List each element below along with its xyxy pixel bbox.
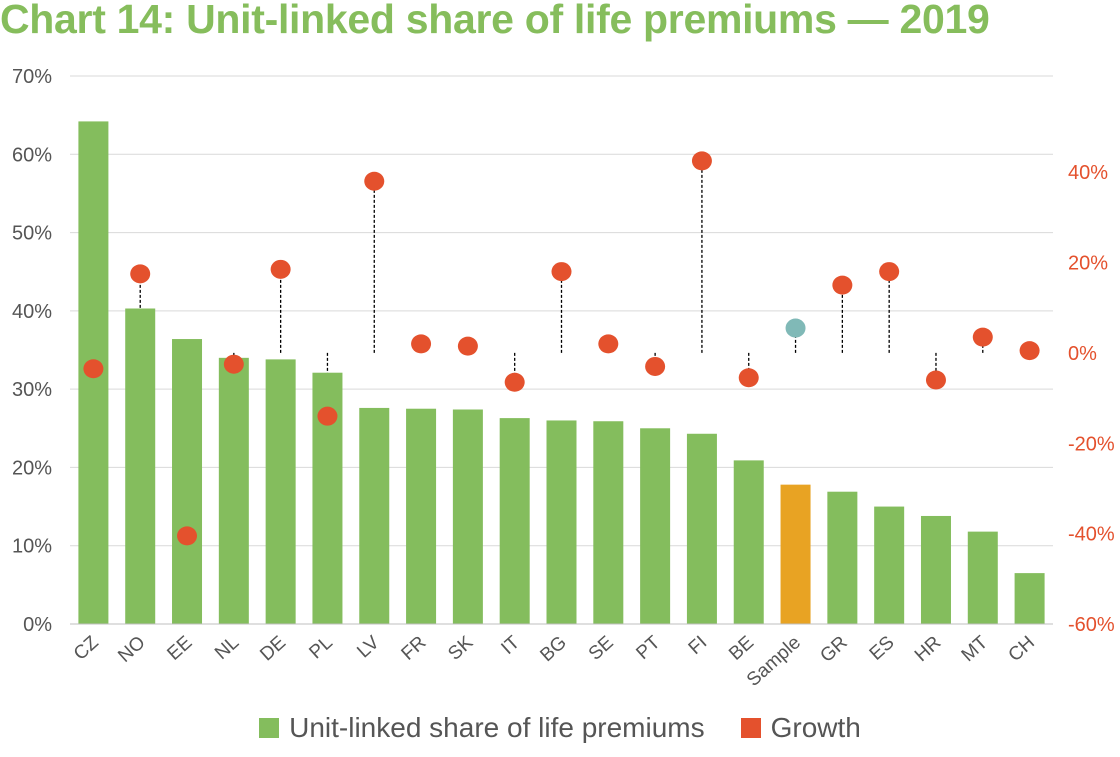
left-tick-label: 70%	[12, 66, 52, 88]
bar-fi	[686, 433, 717, 624]
growth-dot-ch	[1019, 341, 1040, 361]
bar-se	[593, 421, 624, 624]
x-tick-label: FR	[398, 632, 431, 665]
bar-mt	[967, 531, 998, 624]
bar-sample	[780, 484, 811, 624]
growth-dots	[83, 151, 1040, 546]
bar-bg	[546, 420, 577, 624]
x-tick-label: SE	[585, 632, 618, 665]
x-tick-label: BE	[725, 632, 758, 665]
growth-dot-sample	[785, 318, 806, 338]
growth-dot-fr	[411, 334, 432, 354]
legend-label-growth: Growth	[770, 712, 861, 743]
right-tick-label: -60%	[1068, 614, 1115, 636]
x-tick-label: IT	[497, 632, 524, 659]
growth-dot-mt	[972, 327, 993, 347]
chart-canvas: 0% 10% 20% 30% 40% 50% 60% 70% -60% -40% -20% 0% 20…	[12, 66, 1115, 691]
right-tick-label: 20%	[1068, 253, 1108, 275]
x-tick-label: CZ	[70, 632, 103, 665]
growth-dot-ee	[177, 526, 198, 546]
growth-dot-pl	[317, 406, 338, 426]
growth-dot-sk	[457, 336, 478, 356]
x-tick-label: EE	[163, 632, 196, 665]
x-tick-label: LV	[353, 632, 384, 662]
left-tick-label: 10%	[12, 536, 52, 558]
bar-es	[874, 506, 905, 624]
growth-dot-hr	[925, 370, 946, 390]
left-axis: 0% 10% 20% 30% 40% 50% 60% 70%	[12, 66, 52, 636]
left-tick-label: 50%	[12, 223, 52, 245]
legend-swatch-growth	[740, 718, 761, 738]
bar-de	[265, 359, 296, 624]
bar-gr	[827, 491, 858, 624]
growth-dot-be	[738, 368, 759, 388]
right-tick-label: 0%	[1068, 343, 1097, 365]
legend-swatch-bar	[259, 718, 280, 738]
bar-sk	[452, 409, 483, 624]
x-tick-label: NO	[114, 632, 149, 667]
bar-nl	[218, 357, 249, 624]
bar-ee	[172, 339, 203, 624]
growth-dot-lv	[364, 171, 385, 191]
bar-it	[499, 418, 530, 624]
x-tick-label: FI	[685, 632, 712, 659]
chart-title: Chart 14: Unit-linked share of life prem…	[0, 0, 990, 42]
left-tick-label: 40%	[12, 301, 52, 323]
growth-dot-bg	[551, 262, 572, 282]
x-tick-label: BG	[536, 632, 570, 666]
bar-be	[733, 460, 764, 624]
right-tick-label: -20%	[1068, 433, 1115, 455]
growth-dot-pt	[645, 356, 666, 376]
bars	[78, 121, 1045, 625]
legend-label-share: Unit-linked share of life premiums	[289, 712, 705, 743]
x-tick-label: ES	[866, 632, 899, 665]
bar-pt	[640, 428, 671, 624]
x-tick-label: DE	[256, 632, 290, 665]
growth-dot-de	[270, 259, 291, 279]
x-tick-label: HR	[911, 632, 945, 666]
x-tick-label: SK	[444, 632, 477, 665]
right-tick-label: -40%	[1068, 524, 1115, 546]
growth-dot-nl	[223, 354, 244, 374]
right-axis: -60% -40% -20% 0% 20% 40%	[1068, 162, 1115, 636]
growth-dot-fi	[691, 151, 712, 171]
bar-lv	[359, 407, 390, 624]
bar-no	[125, 308, 156, 624]
growth-dot-it	[504, 372, 525, 392]
growth-dot-cz	[83, 359, 104, 379]
right-tick-label: 40%	[1068, 162, 1108, 184]
left-tick-label: 30%	[12, 379, 52, 401]
growth-dot-se	[598, 334, 619, 354]
bar-hr	[920, 515, 951, 624]
x-tick-label: PL	[305, 632, 336, 663]
legend-item-growth: Growth	[740, 712, 861, 744]
bar-fr	[406, 408, 437, 624]
bar-ch	[1014, 573, 1045, 624]
x-tick-label: GR	[816, 632, 851, 667]
growth-dot-gr	[832, 275, 853, 295]
legend-item-share: Unit-linked share of life premiums	[259, 712, 705, 744]
x-tick-label: PT	[632, 632, 664, 664]
growth-dot-es	[879, 262, 900, 282]
x-tick-label: CH	[1004, 632, 1038, 666]
left-tick-label: 0%	[23, 614, 52, 636]
left-tick-label: 60%	[12, 144, 52, 166]
x-tick-label: MT	[958, 632, 993, 666]
x-tick-label: NL	[211, 632, 243, 664]
legend: Unit-linked share of life premiums Growt…	[0, 712, 1120, 744]
growth-dot-no	[130, 264, 151, 284]
x-tick-label: Sample	[743, 632, 805, 691]
left-tick-label: 20%	[12, 457, 52, 479]
